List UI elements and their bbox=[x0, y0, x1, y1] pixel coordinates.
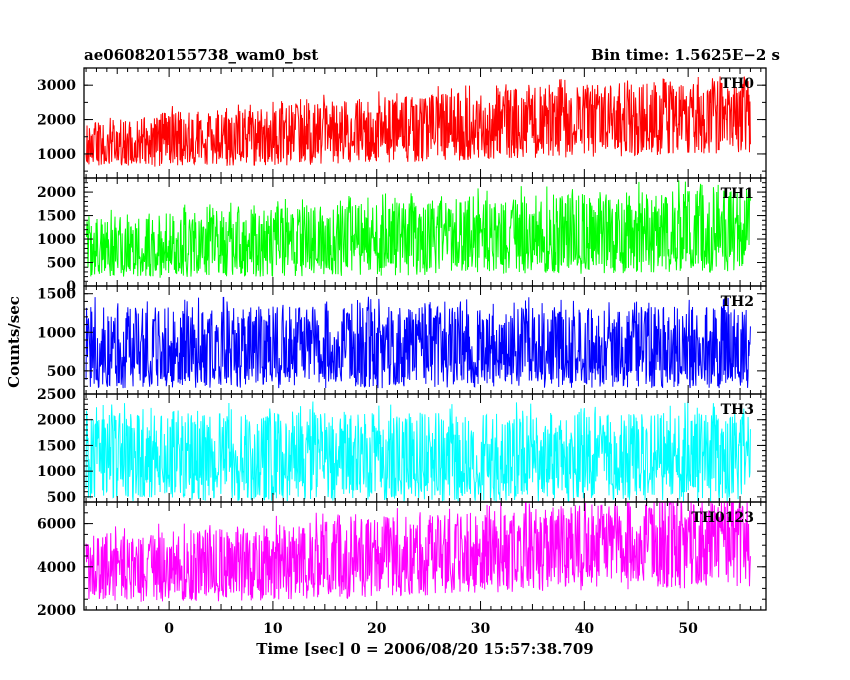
y-tick-label: 4000 bbox=[37, 560, 76, 576]
panel-label-th0: TH0 bbox=[721, 76, 755, 92]
y-tick-label: 2000 bbox=[37, 413, 76, 429]
panel-th0: TH0 1000 2000 3000 bbox=[37, 67, 767, 179]
y-tick-label: 1000 bbox=[37, 232, 76, 248]
panel-th1: TH1 0 500 1000 1500 2000 bbox=[37, 177, 767, 295]
series-th1-line bbox=[85, 180, 751, 278]
y-tick-label: 1500 bbox=[37, 209, 76, 225]
x-tick-label: 20 bbox=[367, 621, 387, 637]
bin-time-label: Bin time: 1.5625E−2 s bbox=[591, 46, 780, 64]
y-tick-label: 2500 bbox=[37, 387, 76, 403]
panel-label-th3: TH3 bbox=[721, 402, 754, 418]
panels: TH0 1000 2000 3000 TH1 0 500 1000 1500 2000 TH2 500… bbox=[37, 67, 767, 619]
y-tick-label: 6000 bbox=[37, 517, 76, 533]
x-tick-label: 10 bbox=[263, 621, 283, 637]
x-axis: 0 10 20 30 40 50 bbox=[164, 621, 698, 637]
panel-label-th1: TH1 bbox=[721, 186, 754, 202]
y-tick-label: 1500 bbox=[37, 438, 76, 454]
y-tick-label: 2000 bbox=[37, 185, 76, 201]
series-th0-line bbox=[85, 76, 751, 167]
series-th2-line bbox=[85, 296, 751, 389]
y-tick-label: 1000 bbox=[37, 325, 76, 341]
y-axis-label: Counts/sec bbox=[5, 296, 23, 388]
y-tick-label: 0 bbox=[66, 279, 76, 295]
y-tick-label: 1000 bbox=[37, 464, 76, 480]
y-tick-label: 500 bbox=[47, 256, 76, 272]
y-tick-label: 2000 bbox=[37, 603, 76, 619]
x-tick-label: 40 bbox=[575, 621, 595, 637]
panel-label-th0123: TH0123 bbox=[691, 510, 754, 526]
panel-th0123: TH0123 2000 4000 6000 bbox=[37, 501, 767, 619]
y-tick-label: 1000 bbox=[37, 147, 76, 163]
figure-title: ae060820155738_wam0_bst bbox=[84, 46, 318, 64]
y-tick-label: 2000 bbox=[37, 113, 76, 129]
y-tick-label: 500 bbox=[47, 364, 76, 380]
series-th3-line bbox=[85, 401, 751, 502]
panel-th2: TH2 500 1000 1500 bbox=[37, 285, 767, 395]
x-tick-label: 50 bbox=[678, 621, 698, 637]
panel-label-th2: TH2 bbox=[721, 294, 754, 310]
x-axis-label: Time [sec] 0 = 2006/08/20 15:57:38.709 bbox=[256, 640, 593, 658]
y-tick-label: 1500 bbox=[37, 287, 76, 303]
series-th0123-line bbox=[85, 502, 751, 602]
panel-th3: TH3 500 1000 1500 2000 2500 bbox=[37, 387, 767, 506]
x-tick-label: 30 bbox=[471, 621, 491, 637]
y-tick-label: 500 bbox=[47, 490, 76, 506]
y-tick-label: 3000 bbox=[37, 78, 76, 94]
x-tick-label: 0 bbox=[164, 621, 174, 637]
